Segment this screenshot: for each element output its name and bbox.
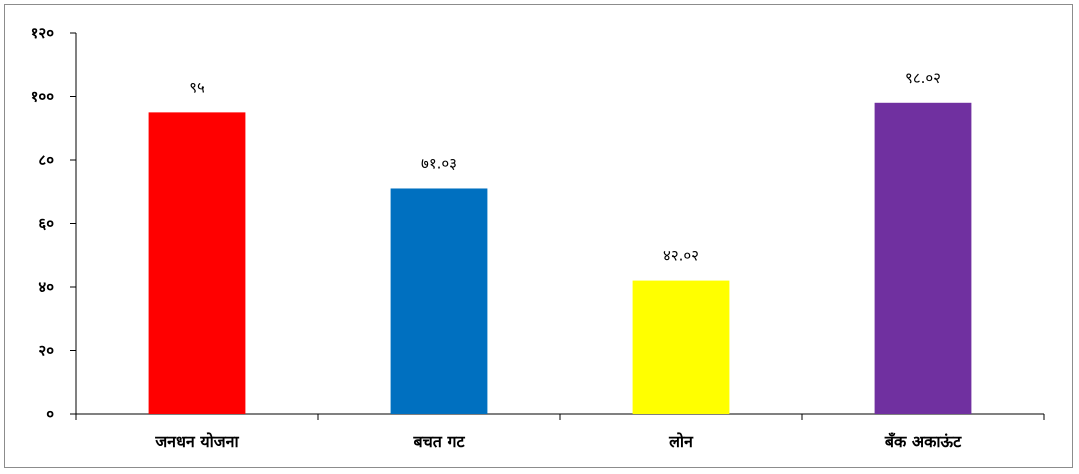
bar <box>874 102 972 414</box>
data-label: ४२.०२ <box>663 247 699 265</box>
data-labels: ९५ ७१.०३ ४२.०२ ९८.०२ <box>189 69 941 265</box>
y-tick-label: १२० <box>31 24 55 42</box>
y-tick-label: २० <box>38 342 54 360</box>
y-tick-label: ० <box>46 405 54 423</box>
x-category-label: बचत गट <box>412 432 465 451</box>
y-axis: ० २० ४० ६० ८० १०० १२० <box>31 24 77 423</box>
data-label: ९८.०२ <box>905 69 941 87</box>
x-category-label: लोन <box>668 432 694 451</box>
bar <box>390 188 488 414</box>
data-label: ९५ <box>189 78 205 96</box>
y-tick-label: ८० <box>38 151 54 169</box>
bar <box>148 112 246 414</box>
bars <box>148 102 972 414</box>
bar <box>632 280 730 414</box>
data-label: ७१.०३ <box>421 154 457 172</box>
y-tick-label: ६० <box>38 215 54 233</box>
y-tick-label: ४० <box>38 278 54 296</box>
x-category-label: जनधन योजना <box>154 432 239 451</box>
y-tick-label: १०० <box>31 88 55 106</box>
x-axis: जनधन योजना बचत गट लोन बँक अकाऊंट <box>75 413 1045 451</box>
x-category-label: बँक अकाऊंट <box>884 432 962 451</box>
